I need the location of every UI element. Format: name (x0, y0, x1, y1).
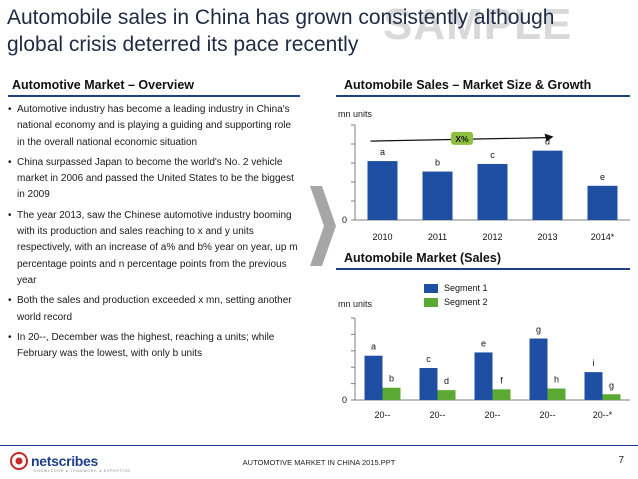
footer-rule (0, 445, 638, 446)
chart1-header-rule (336, 95, 630, 97)
overview-bullet: Automotive industry has become a leading… (8, 102, 298, 151)
chart1-bar (532, 150, 563, 220)
chart1-x-tick-label: 2011 (428, 232, 447, 242)
chart2-y-tick-label: 0 (342, 395, 347, 405)
chart1-ylabel: mn units (338, 109, 373, 119)
chart2-data-label: b (389, 374, 394, 384)
chart2-ylabel: mn units (338, 299, 373, 309)
logo-tagline: KNOWLEDGE ● TEAMWORK ● EXPERTISE (34, 469, 131, 473)
chart2-x-tick-label: 20-- (429, 410, 445, 420)
chart1-growth-badge (451, 131, 473, 145)
legend-label-segment-1: Segment 1 (444, 283, 488, 293)
overview-bullet: Both the sales and production exceeded x… (8, 293, 298, 326)
chart2-data-label: e (481, 338, 486, 348)
chart2-data-label: i (593, 358, 595, 368)
chart1-bar (477, 163, 508, 220)
overview-header-rule (8, 95, 300, 97)
chart1-data-label: a (380, 147, 385, 157)
chart2-bar-segment-1 (529, 338, 548, 400)
chart2-bar-segment-2 (437, 390, 456, 400)
overview-bullet: China surpassed Japan to become the worl… (8, 155, 298, 204)
legend-label-segment-2: Segment 2 (444, 297, 488, 307)
chart1-bar (587, 185, 618, 220)
chart1-data-label: d (545, 137, 550, 147)
chart2-x-tick-label: 20--* (593, 410, 613, 420)
chart2-data-label: g (536, 325, 541, 335)
overview-bullet-list: Automotive industry has become a leading… (8, 102, 298, 366)
chart1-data-label: e (600, 172, 605, 182)
chart2-bar-segment-2 (547, 388, 566, 400)
overview-header: Automotive Market – Overview (12, 78, 195, 92)
legend-swatch-blue (424, 283, 438, 293)
chart2-x-tick-label: 20-- (484, 410, 500, 420)
chart1-x-tick-label: 2010 (372, 232, 392, 242)
slide-title: Automobile sales in China has grown cons… (7, 4, 607, 58)
legend-swatch-green (424, 297, 438, 307)
legend-item-segment-2: Segment 2 (424, 295, 488, 309)
chart1-x-tick-label: 2013 (537, 232, 557, 242)
chart1-data-label: c (490, 150, 495, 160)
chart1-data-label: b (435, 158, 440, 168)
chart1-bar (422, 171, 453, 220)
chart2-bar-segment-1 (584, 372, 603, 400)
chart2-x-tick-label: 20-- (539, 410, 555, 420)
chart2-header-rule (336, 268, 630, 270)
chart2-legend: Segment 1 Segment 2 (424, 281, 488, 309)
overview-bullet: The year 2013, saw the Chinese automotiv… (8, 208, 298, 289)
page-number: 7 (618, 455, 624, 466)
footer-filename: AUTOMOTIVE MARKET IN CHINA 2015.PPT (242, 458, 396, 467)
chart1-bar (367, 161, 398, 220)
chart1-x-tick-label: 2012 (482, 232, 502, 242)
chart2-data-label: f (500, 375, 503, 385)
chart1-title: Automobile Sales – Market Size & Growth (344, 78, 592, 92)
chart2-bar-segment-1 (364, 355, 383, 400)
chart1-x-tick-label: 2014* (591, 232, 615, 242)
sample-watermark: SAMPLE (383, 0, 573, 49)
chart2-title: Automobile Market (Sales) (344, 251, 501, 265)
chart2-data-label: c (426, 354, 431, 364)
chart2-x-tick-label: 20-- (374, 410, 390, 420)
chart2-data-label: d (444, 376, 449, 386)
chart1-y-tick-label: 0 (342, 215, 347, 225)
slide-title-line-2: global crisis deterred its pace recently (7, 33, 359, 56)
chart2-bar-segment-1 (419, 368, 438, 400)
chart2-bar-segment-2 (492, 389, 511, 400)
chart1-growth-arrow-head (544, 133, 554, 142)
overview-bullet: In 20--, December was the highest, reach… (8, 330, 298, 363)
chart2-bar-segment-2 (602, 394, 621, 400)
chart2-data-label: g (609, 380, 614, 390)
chart2-bar-segment-2 (382, 387, 401, 400)
chart2-data-label: h (554, 375, 559, 385)
netscribes-logo-icon (10, 452, 28, 470)
netscribes-logo: netscribes KNOWLEDGE ● TEAMWORK ● EXPERT… (10, 452, 130, 473)
chart2-bar-segment-1 (474, 352, 493, 400)
logo-text: netscribes (31, 453, 99, 469)
chart1-growth-label: X% (455, 134, 469, 144)
slide-title-line-1: Automobile sales in China has grown cons… (7, 6, 555, 29)
chevron-arrow-icon (310, 186, 336, 266)
legend-item-segment-1: Segment 1 (424, 281, 488, 295)
chart2-data-label: a (371, 342, 376, 352)
